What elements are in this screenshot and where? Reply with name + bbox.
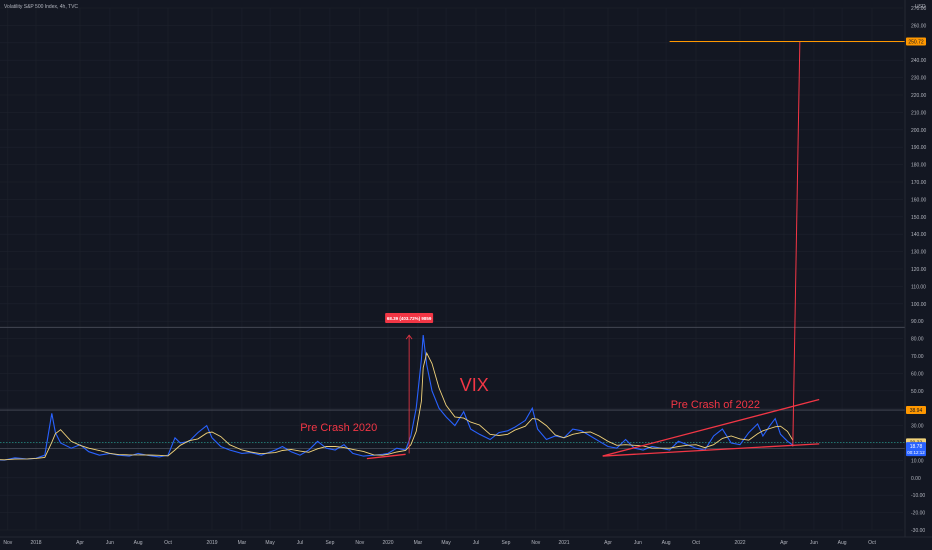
chart-title: Volatility S&P 500 Index, 4h, TVC [4, 4, 79, 10]
x-tick-label: Apr [780, 540, 788, 546]
x-tick-label: Sep [325, 540, 334, 546]
x-tick-label: Jun [634, 540, 642, 546]
y-tick-label: 10.00 [911, 458, 924, 464]
target-price-tag-box [906, 37, 926, 46]
drawings: 68.39 (403.72%) 9859 VIX Pre Crash 2020 Pre… [300, 41, 905, 460]
y-tick-label: 160.00 [911, 197, 927, 203]
pre-crash-2022-annotation: Pre Crash of 2022 [671, 399, 760, 411]
vix-line [0, 335, 794, 461]
x-tick-label: Aug [662, 540, 671, 546]
y-tick-label: 100.00 [911, 302, 927, 308]
x-tick-label: 2018 [30, 540, 41, 546]
x-tick-label: Oct [164, 540, 172, 546]
vix-annotation: VIX [460, 375, 489, 395]
close-price-tag: 18.78 [910, 444, 923, 450]
y-tick-label: 70.00 [911, 354, 924, 360]
x-tick-label: Nov [355, 540, 364, 546]
x-tick-label: Nov [531, 540, 540, 546]
y-axis[interactable]: 270.00260.00250.00240.00230.00220.00210.… [904, 0, 927, 537]
x-tick-label: Oct [868, 540, 876, 546]
x-tick-label: 2019 [206, 540, 217, 546]
x-tick-label: Apr [76, 540, 84, 546]
y-tick-label: 50.00 [911, 389, 924, 395]
x-tick-label: Mar [238, 540, 247, 546]
y-tick-label: 140.00 [911, 232, 927, 238]
trendline-2020 [366, 453, 406, 460]
y-tick-label: 30.00 [911, 424, 924, 430]
measure-label: 68.39 (403.72%) 9859 [387, 316, 432, 321]
x-axis[interactable]: Nov 2018 Apr Jun Aug Oct 2019 Mar May Jul Sep Nov 20… [0, 536, 932, 546]
currency-label: USD [915, 4, 926, 10]
y-tick-label: 180.00 [911, 163, 927, 169]
x-tick-label: Aug [838, 540, 847, 546]
x-tick-label: Sep [501, 540, 510, 546]
y-tick-label: 190.00 [911, 145, 927, 151]
y-tick-label: -10.00 [911, 493, 925, 499]
y-tick-label: 210.00 [911, 110, 927, 116]
grid [0, 7, 903, 531]
y-tick-label: 230.00 [911, 76, 927, 82]
y-tick-label: -20.00 [911, 511, 925, 517]
y-tick-label: 80.00 [911, 337, 924, 343]
x-tick-label: Jun [106, 540, 114, 546]
moving-average-line [0, 351, 794, 461]
y-tick-label: 60.00 [911, 371, 924, 377]
resistance-price-tag-box [906, 406, 926, 415]
target-price-tag: 250.72 [908, 40, 924, 46]
arrow-up-icon [405, 334, 413, 340]
wedge-lower-line [602, 443, 820, 457]
x-tick-label: May [441, 540, 451, 546]
horizontal-levels [0, 326, 905, 449]
x-tick-label: Jul [297, 540, 303, 546]
y-tick-label: 270.00 [911, 6, 927, 12]
y-tick-label: 0.00 [911, 476, 921, 482]
y-tick-label: 170.00 [911, 180, 927, 186]
pre-crash-2020-annotation: Pre Crash 2020 [300, 422, 377, 434]
y-tick-label: 150.00 [911, 215, 927, 221]
price-series [0, 335, 794, 461]
close-price-tag-box [906, 442, 926, 457]
x-tick-label: 2022 [734, 540, 745, 546]
y-tick-label: 220.00 [911, 93, 927, 99]
countdown-tag: 00:12:12 [907, 450, 925, 455]
x-tick-label: Apr [604, 540, 612, 546]
x-tick-label: Jul [473, 540, 479, 546]
y-tick-label: 110.00 [911, 284, 926, 290]
y-tick-label: 200.00 [911, 128, 927, 134]
measure-label-box [385, 312, 434, 323]
y-tick-label: 240.00 [911, 58, 927, 64]
x-tick-label: Mar [414, 540, 423, 546]
wedge-upper-line [602, 398, 820, 457]
y-tick-label: 130.00 [911, 250, 927, 256]
y-tick-label: -30.00 [911, 528, 925, 534]
y-tick-label: 260.00 [911, 23, 927, 29]
x-tick-label: 2021 [558, 540, 569, 546]
x-tick-label: May [265, 540, 275, 546]
projection-line [792, 41, 801, 447]
y-tick-label: 120.00 [911, 267, 927, 273]
resistance-price-tag: 38.94 [910, 408, 923, 414]
y-tick-label: 90.00 [911, 319, 924, 325]
x-tick-label: Jun [810, 540, 818, 546]
x-tick-label: Oct [692, 540, 700, 546]
x-tick-label: Aug [134, 540, 143, 546]
x-tick-label: Nov [3, 540, 12, 546]
x-tick-label: 2020 [382, 540, 393, 546]
